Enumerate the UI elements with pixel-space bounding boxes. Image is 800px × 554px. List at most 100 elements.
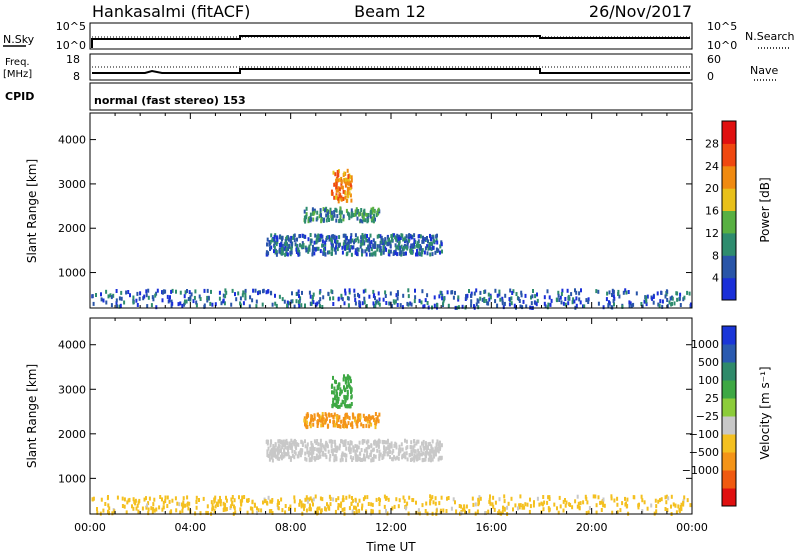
range-cell [295,243,298,248]
range-cell [412,456,415,461]
range-cell [311,295,314,299]
range-cell [230,504,233,509]
range-cell [225,495,227,500]
range-cell [329,237,332,242]
range-cell [522,299,525,304]
range-cell [381,238,384,243]
nsky-panel: N.Sky 10^5 10^0 10^5 10^0 N.Search [3,20,795,52]
range-cell [408,495,411,500]
range-cell [305,215,308,220]
range-cell [315,456,318,461]
range-cell [284,445,287,450]
range-cell [325,237,328,242]
range-cell [266,242,269,247]
range-cell [439,290,442,295]
range-cell [375,497,378,502]
colorbar-segment [722,488,736,507]
range-cell [625,501,627,506]
range-cell [313,447,316,451]
range-cell [359,415,362,420]
range-cell [291,453,294,458]
range-cell [477,299,480,304]
range-cell [330,413,333,418]
range-cell [373,418,376,423]
range-cell [143,497,146,502]
range-cell [182,503,185,508]
range-cell [268,509,271,514]
range-cell [302,503,305,508]
range-cell [277,450,280,455]
range-cell [186,495,189,500]
colorbar-segment [722,398,736,417]
range-cell [349,447,352,452]
range-cell [162,290,165,294]
range-cell [430,241,433,246]
range-cell [431,439,434,444]
range-cell [119,303,122,308]
range-cell [126,500,129,505]
range-cell [235,297,238,302]
range-cell [422,235,424,240]
range-cell [273,249,275,254]
range-cell [345,495,348,500]
range-cell [678,296,681,301]
range-cell [418,251,421,256]
range-cell [582,500,585,505]
range-cell [503,301,506,306]
range-cell [331,191,334,196]
range-cell [211,302,214,307]
range-cell [595,289,598,294]
range-cell [327,250,329,255]
range-cell [496,303,499,308]
range-cell [371,210,374,215]
range-cell [281,508,284,513]
range-cell [686,498,689,503]
range-cell [650,503,653,508]
range-cell [147,295,150,300]
y-tick-label: 1000 [58,267,86,280]
range-cell [367,455,370,460]
range-cell [391,237,393,242]
range-cell [284,504,287,508]
power-x-ticks [89,113,693,308]
range-cell [384,246,387,251]
range-cell [357,415,360,420]
range-cell [403,499,406,504]
range-cell [450,506,453,511]
range-cell [585,496,588,501]
range-cell [337,178,340,183]
range-cell [363,300,366,305]
range-cell [338,404,341,409]
range-cell [132,497,135,502]
range-cell [374,412,377,416]
range-cell [675,291,678,296]
range-cell [280,456,283,461]
range-cell [252,288,255,293]
x-tick-label: 00:00 [74,521,106,534]
range-cell [397,456,400,461]
range-cell [386,242,389,246]
range-cell [311,454,314,459]
range-cell [348,416,351,421]
range-cell [339,390,342,395]
range-cell [396,296,399,301]
range-cell [479,296,482,301]
range-cell [313,240,316,245]
nsky-frame [89,22,693,50]
range-cell [320,218,323,223]
range-cell [313,439,316,444]
range-cell [108,511,110,516]
range-cell [424,237,427,241]
range-cell [418,298,421,303]
range-cell [388,241,391,246]
range-cell [345,453,348,458]
range-cell [337,196,340,201]
range-cell [351,496,353,500]
range-cell [298,304,301,309]
range-cell [166,504,169,508]
range-cell [147,288,150,293]
range-cell [311,252,314,257]
range-cell [348,239,351,244]
range-cell [346,414,349,419]
range-cell [280,247,283,252]
